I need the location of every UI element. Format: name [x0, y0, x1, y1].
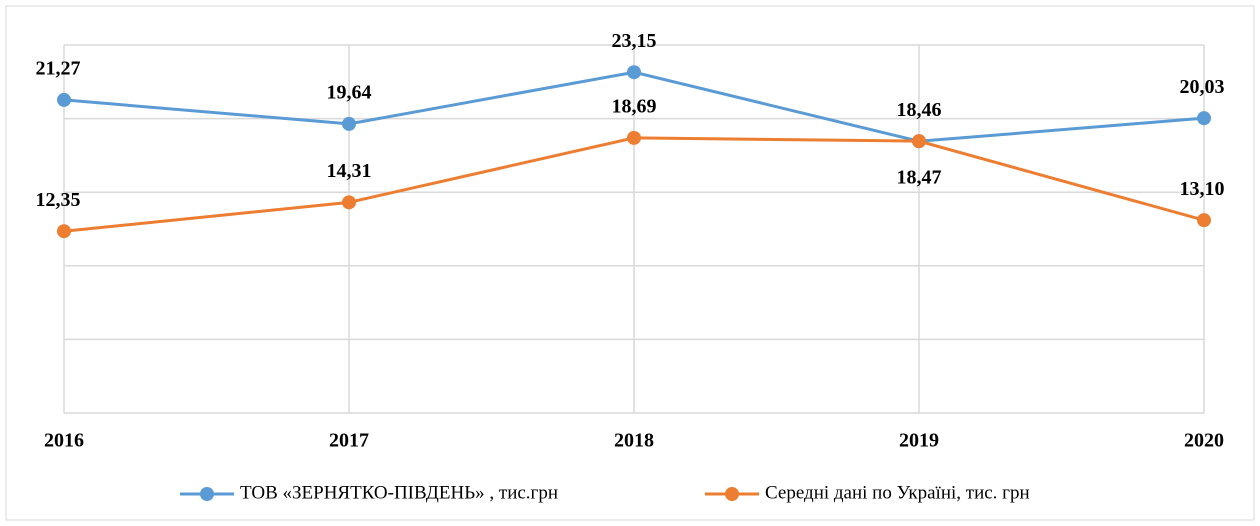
data-point: [1197, 213, 1211, 228]
data-point: [912, 134, 926, 149]
data-label: 20,03: [1180, 76, 1225, 98]
legend-marker: [200, 487, 214, 501]
data-label: 13,10: [1180, 178, 1225, 200]
x-tick-label: 2019: [899, 430, 939, 452]
chart-frame: [5, 5, 1255, 521]
data-point: [1197, 111, 1211, 126]
data-label: 14,31: [327, 160, 372, 182]
data-point: [342, 195, 356, 210]
x-tick-label: 2020: [1184, 430, 1224, 452]
legend-label: Середні дані по Україні, тис. грн: [765, 482, 1030, 503]
data-label: 21,27: [36, 57, 81, 79]
data-point: [627, 65, 641, 80]
data-label: 18,69: [612, 95, 657, 117]
data-point: [627, 130, 641, 145]
data-label: 23,15: [612, 30, 657, 52]
data-label: 18,46: [897, 99, 942, 121]
x-tick-label: 2018: [614, 430, 654, 452]
data-point: [342, 116, 356, 131]
legend-label: ТОВ «ЗЕРНЯТКО-ПІВДЕНЬ» , тис.грн: [240, 482, 558, 503]
x-tick-label: 2016: [44, 430, 84, 452]
legend-marker: [725, 487, 739, 501]
x-tick-label: 2017: [329, 430, 369, 452]
data-label: 12,35: [36, 189, 81, 211]
data-point: [57, 224, 71, 239]
data-point: [57, 92, 71, 107]
data-label: 19,64: [327, 81, 372, 103]
data-label: 18,47: [897, 167, 942, 189]
